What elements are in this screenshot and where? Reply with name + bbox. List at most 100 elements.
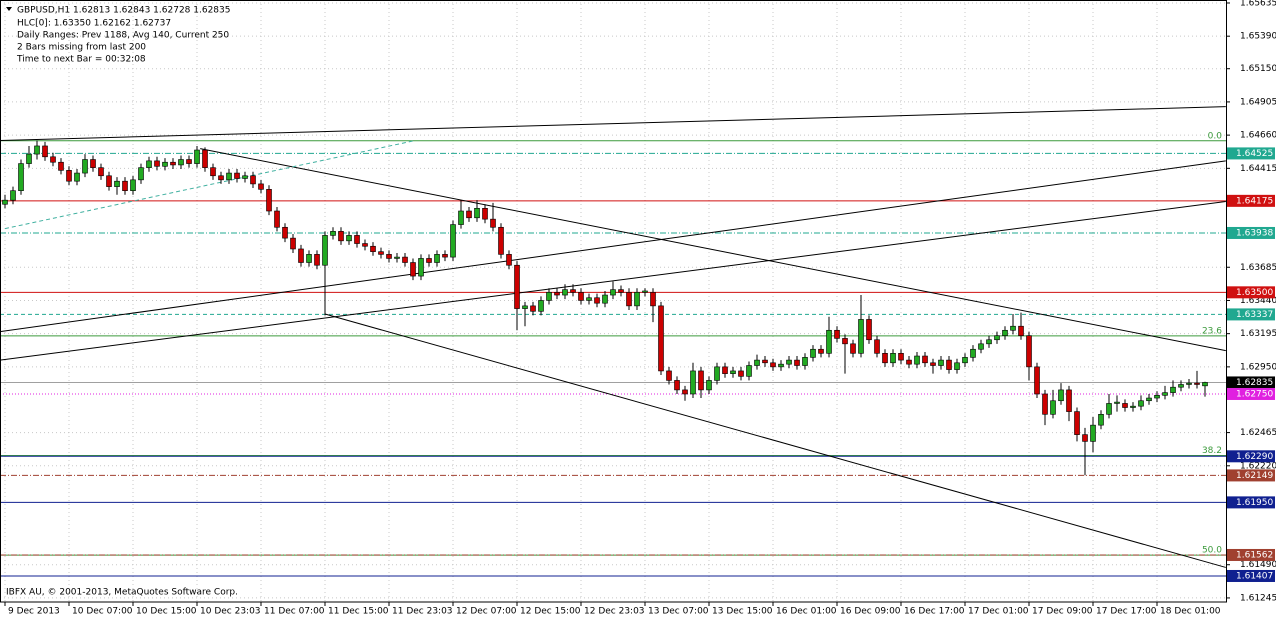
candle-body (1074, 411, 1080, 435)
candle-body (698, 370, 704, 391)
candle-body (546, 292, 552, 301)
trendline (0, 201, 1226, 361)
candle-body (1090, 424, 1096, 442)
candle-body (282, 226, 288, 239)
candle-body (26, 153, 32, 164)
candle-body (1178, 384, 1184, 388)
x-tick-label: 16 Dec 01:00 (776, 607, 837, 617)
candle-body (266, 189, 272, 212)
candle-body (498, 226, 504, 255)
price-label-box (1227, 548, 1275, 561)
price-label: 1.63337 (1236, 310, 1273, 320)
candle-body (1130, 405, 1136, 408)
candle-body (1002, 329, 1008, 336)
candle-body (562, 289, 568, 296)
candle-body (874, 339, 880, 354)
candle-body (146, 160, 152, 168)
candle-body (394, 256, 400, 259)
price-label-box (1227, 496, 1275, 509)
candle-body (618, 289, 624, 293)
candle-body (1202, 382, 1208, 387)
candle-body (754, 359, 760, 366)
y-tick-label: 1.63195 (1240, 329, 1276, 339)
x-tick-label: 16 Dec 17:00 (904, 607, 965, 617)
x-tick-label: 12 Dec 15:00 (520, 607, 581, 617)
candle-body (906, 359, 912, 365)
x-tick-label: 9 Dec 2013 (8, 607, 60, 617)
x-tick-label: 10 Dec 15:00 (136, 607, 197, 617)
candle-body (18, 163, 24, 191)
price-label: 1.62750 (1236, 389, 1273, 399)
candle-body (1186, 382, 1192, 385)
candle-body (1122, 403, 1128, 408)
x-tick-label: 13 Dec 07:00 (648, 607, 709, 617)
fib-label: 23.6 (1202, 326, 1222, 336)
candle-body (594, 297, 600, 304)
candle-body (178, 159, 184, 166)
plot-border (0, 0, 1227, 603)
y-tick-label: 1.61490 (1240, 560, 1276, 570)
candle-body (1098, 413, 1104, 426)
price-label: 1.63500 (1236, 288, 1273, 298)
overlay: GBPUSD,H1 1.62813 1.62843 1.62728 1.6283… (6, 6, 238, 598)
price-label: 1.62290 (1236, 452, 1273, 462)
candle-body (290, 237, 296, 250)
candle-body (482, 208, 488, 220)
candle-body (66, 170, 72, 182)
candle-body (386, 254, 392, 259)
candle-body (786, 359, 792, 365)
candle-body (170, 161, 176, 166)
price-label-box (1227, 226, 1275, 239)
fib-label: 0.0 (1208, 131, 1223, 141)
candle-body (1042, 393, 1048, 415)
candle-body (1170, 386, 1176, 393)
candle-body (970, 348, 976, 358)
collapse-icon (6, 7, 12, 11)
candle-body (810, 348, 816, 358)
candle-body (866, 319, 872, 341)
candle-body (666, 370, 672, 381)
price-label: 1.61562 (1236, 550, 1273, 560)
candle-body (418, 258, 424, 277)
price-label: 1.64525 (1236, 149, 1273, 159)
candle-body (210, 167, 216, 177)
candle-body (890, 353, 896, 364)
fib-label: 38.2 (1202, 446, 1222, 456)
candle-body (938, 359, 944, 366)
candle-body (314, 254, 320, 266)
candle-body (1146, 397, 1152, 402)
candle-body (578, 292, 584, 301)
price-label-box (1227, 194, 1275, 207)
candle-body (362, 243, 368, 247)
candle-body (338, 231, 344, 242)
candle-body (154, 160, 160, 167)
candle-body (826, 329, 832, 354)
x-tick-label: 10 Dec 07:00 (72, 607, 133, 617)
info-line: Daily Ranges: Prev 1188, Avg 140, Curren… (17, 31, 229, 41)
candle-body (114, 180, 120, 187)
trendline (324, 313, 1226, 568)
candle-body (706, 380, 712, 391)
candle-body (850, 343, 856, 354)
candle-body (322, 235, 328, 266)
y-tick-label: 1.62950 (1240, 362, 1276, 372)
candle-body (978, 343, 984, 350)
candle-body (714, 366, 720, 381)
candle-body (1154, 395, 1160, 399)
candle-body (1018, 325, 1024, 336)
candle-body (370, 245, 376, 252)
info-title: GBPUSD,H1 1.62813 1.62843 1.62728 1.6283… (17, 6, 230, 16)
y-tick-label: 1.62220 (1240, 461, 1276, 471)
y-tick-label: 1.65390 (1240, 32, 1276, 42)
x-tick-label: 10 Dec 23:03 (200, 607, 261, 617)
candle-body (306, 254, 312, 263)
candle-body (458, 210, 464, 225)
y-tick-label: 1.65635 (1240, 0, 1276, 8)
candle-body (882, 353, 888, 364)
price-label-box (1227, 450, 1275, 463)
candle-body (586, 297, 592, 301)
candle-body (162, 161, 168, 167)
candle-body (442, 254, 448, 258)
